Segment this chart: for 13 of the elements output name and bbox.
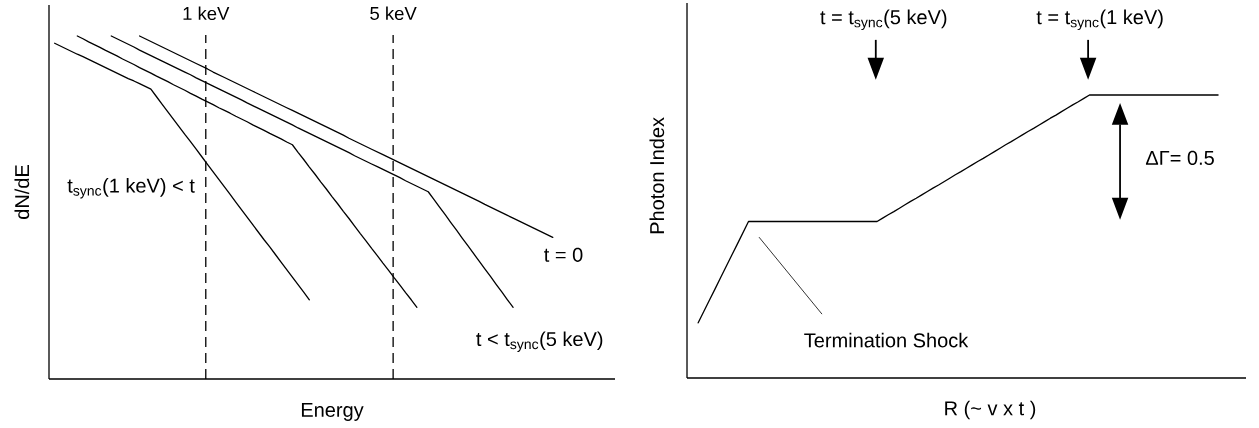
- text: 1 keV: [183, 6, 230, 21]
- annotation: t < t$_{sync}$(5 keV): [476, 331, 603, 352]
- text: t = t$_{sync}$(1 keV): [1036, 9, 1163, 31]
- annotation: t = 0: [544, 247, 583, 262]
- annotation: Termination Shock: [804, 332, 969, 348]
- annotation: ΔΓ= 0.5: [1145, 150, 1214, 165]
- text: 5 keV: [370, 6, 417, 21]
- x-axis-title: R (~ v x t ): [945, 400, 1036, 420]
- x-axis-title: Energy: [301, 403, 364, 421]
- annotation: t$_{sync}$(1 keV) < t: [67, 178, 195, 199]
- text: t = t$_{sync}$(5 keV): [820, 9, 947, 31]
- y-axis-title: dN/dE: [14, 165, 30, 219]
- y-axis-title: Photon Index: [649, 117, 665, 234]
